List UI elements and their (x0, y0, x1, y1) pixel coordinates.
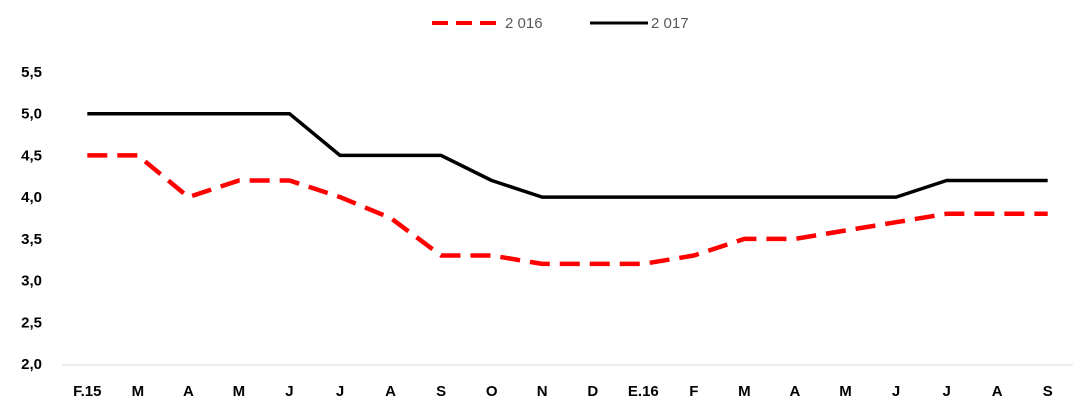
series-line-2017 (87, 111, 1048, 199)
legend: 2 016 2 017 (432, 15, 689, 32)
x-tick-label: F (689, 383, 698, 400)
y-tick-label: 5,5 (21, 64, 42, 81)
x-tick-label: F.15 (73, 383, 101, 400)
series-line-2016 (87, 153, 1048, 267)
legend-label-2016: 2 016 (505, 15, 543, 32)
y-tick-label: 3,5 (21, 231, 42, 248)
y-tick-label: 2,5 (21, 314, 42, 331)
series-layer (87, 111, 1048, 267)
x-tick-label: M (132, 383, 145, 400)
x-tick-label: M (839, 383, 852, 400)
x-tick-label: J (285, 383, 293, 400)
x-tick-label: A (790, 383, 801, 400)
legend-label-2017: 2 017 (651, 15, 689, 32)
x-tick-label: A (183, 383, 194, 400)
x-tick-label: E.16 (628, 383, 659, 400)
x-tick-label: S (1043, 383, 1053, 400)
y-tick-label: 5,0 (21, 106, 42, 123)
x-tick-label: M (738, 383, 751, 400)
x-tick-label: A (385, 383, 396, 400)
x-tick-label: A (992, 383, 1003, 400)
x-tick-label: S (436, 383, 446, 400)
y-tick-label: 4,5 (21, 147, 42, 164)
y-tick-label: 2,0 (21, 356, 42, 373)
x-tick-label: M (233, 383, 246, 400)
x-tick-label: O (486, 383, 498, 400)
x-tick-label: D (587, 383, 598, 400)
y-tick-label: 3,0 (21, 273, 42, 290)
x-axis: F.15 M A M J J A S O N D E.16 F M A M J J A S (73, 383, 1053, 400)
x-tick-label: J (942, 383, 950, 400)
y-tick-label: 4,0 (21, 189, 42, 206)
x-tick-label: J (892, 383, 900, 400)
y-axis: 2,0 2,5 3,0 3,5 4,0 4,5 5,0 5,5 (21, 64, 42, 373)
x-tick-label: J (336, 383, 344, 400)
x-tick-label: N (537, 383, 548, 400)
